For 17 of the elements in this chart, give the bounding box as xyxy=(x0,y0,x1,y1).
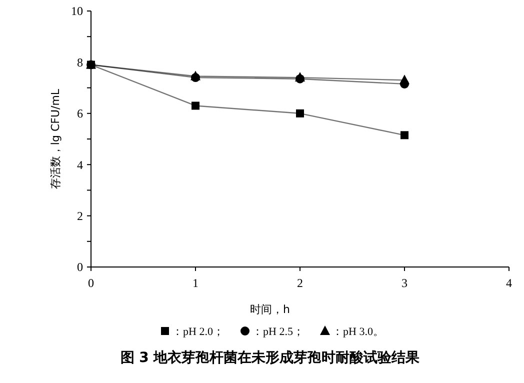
x-tick-label: 1 xyxy=(192,276,198,290)
y-tick-label: 8 xyxy=(77,55,83,70)
text: 图 3 地衣芽孢杆菌在未形成芽孢时耐酸试验结果 xyxy=(120,349,421,366)
y-tick-label: 10 xyxy=(71,4,83,18)
x-axis-title: 时间，h xyxy=(250,303,290,316)
y-axis-title: 存活数，lg CFU/mL xyxy=(49,88,62,190)
x-tick-label: 2 xyxy=(297,276,303,290)
x-tick-label: 0 xyxy=(88,276,94,290)
legend-label: ：pH 2.5； xyxy=(252,326,304,338)
y-tick-label: 6 xyxy=(77,106,83,121)
y-tick-label: 4 xyxy=(77,158,83,172)
x-tick-label: 3 xyxy=(402,276,408,290)
y-tick-label: 0 xyxy=(77,260,83,274)
legend-label: ：pH 2.0； xyxy=(172,326,224,338)
y-tick-label: 2 xyxy=(77,209,83,223)
legend-label: ：pH 3.0。 xyxy=(332,326,384,338)
x-tick-label: 4 xyxy=(506,276,512,290)
